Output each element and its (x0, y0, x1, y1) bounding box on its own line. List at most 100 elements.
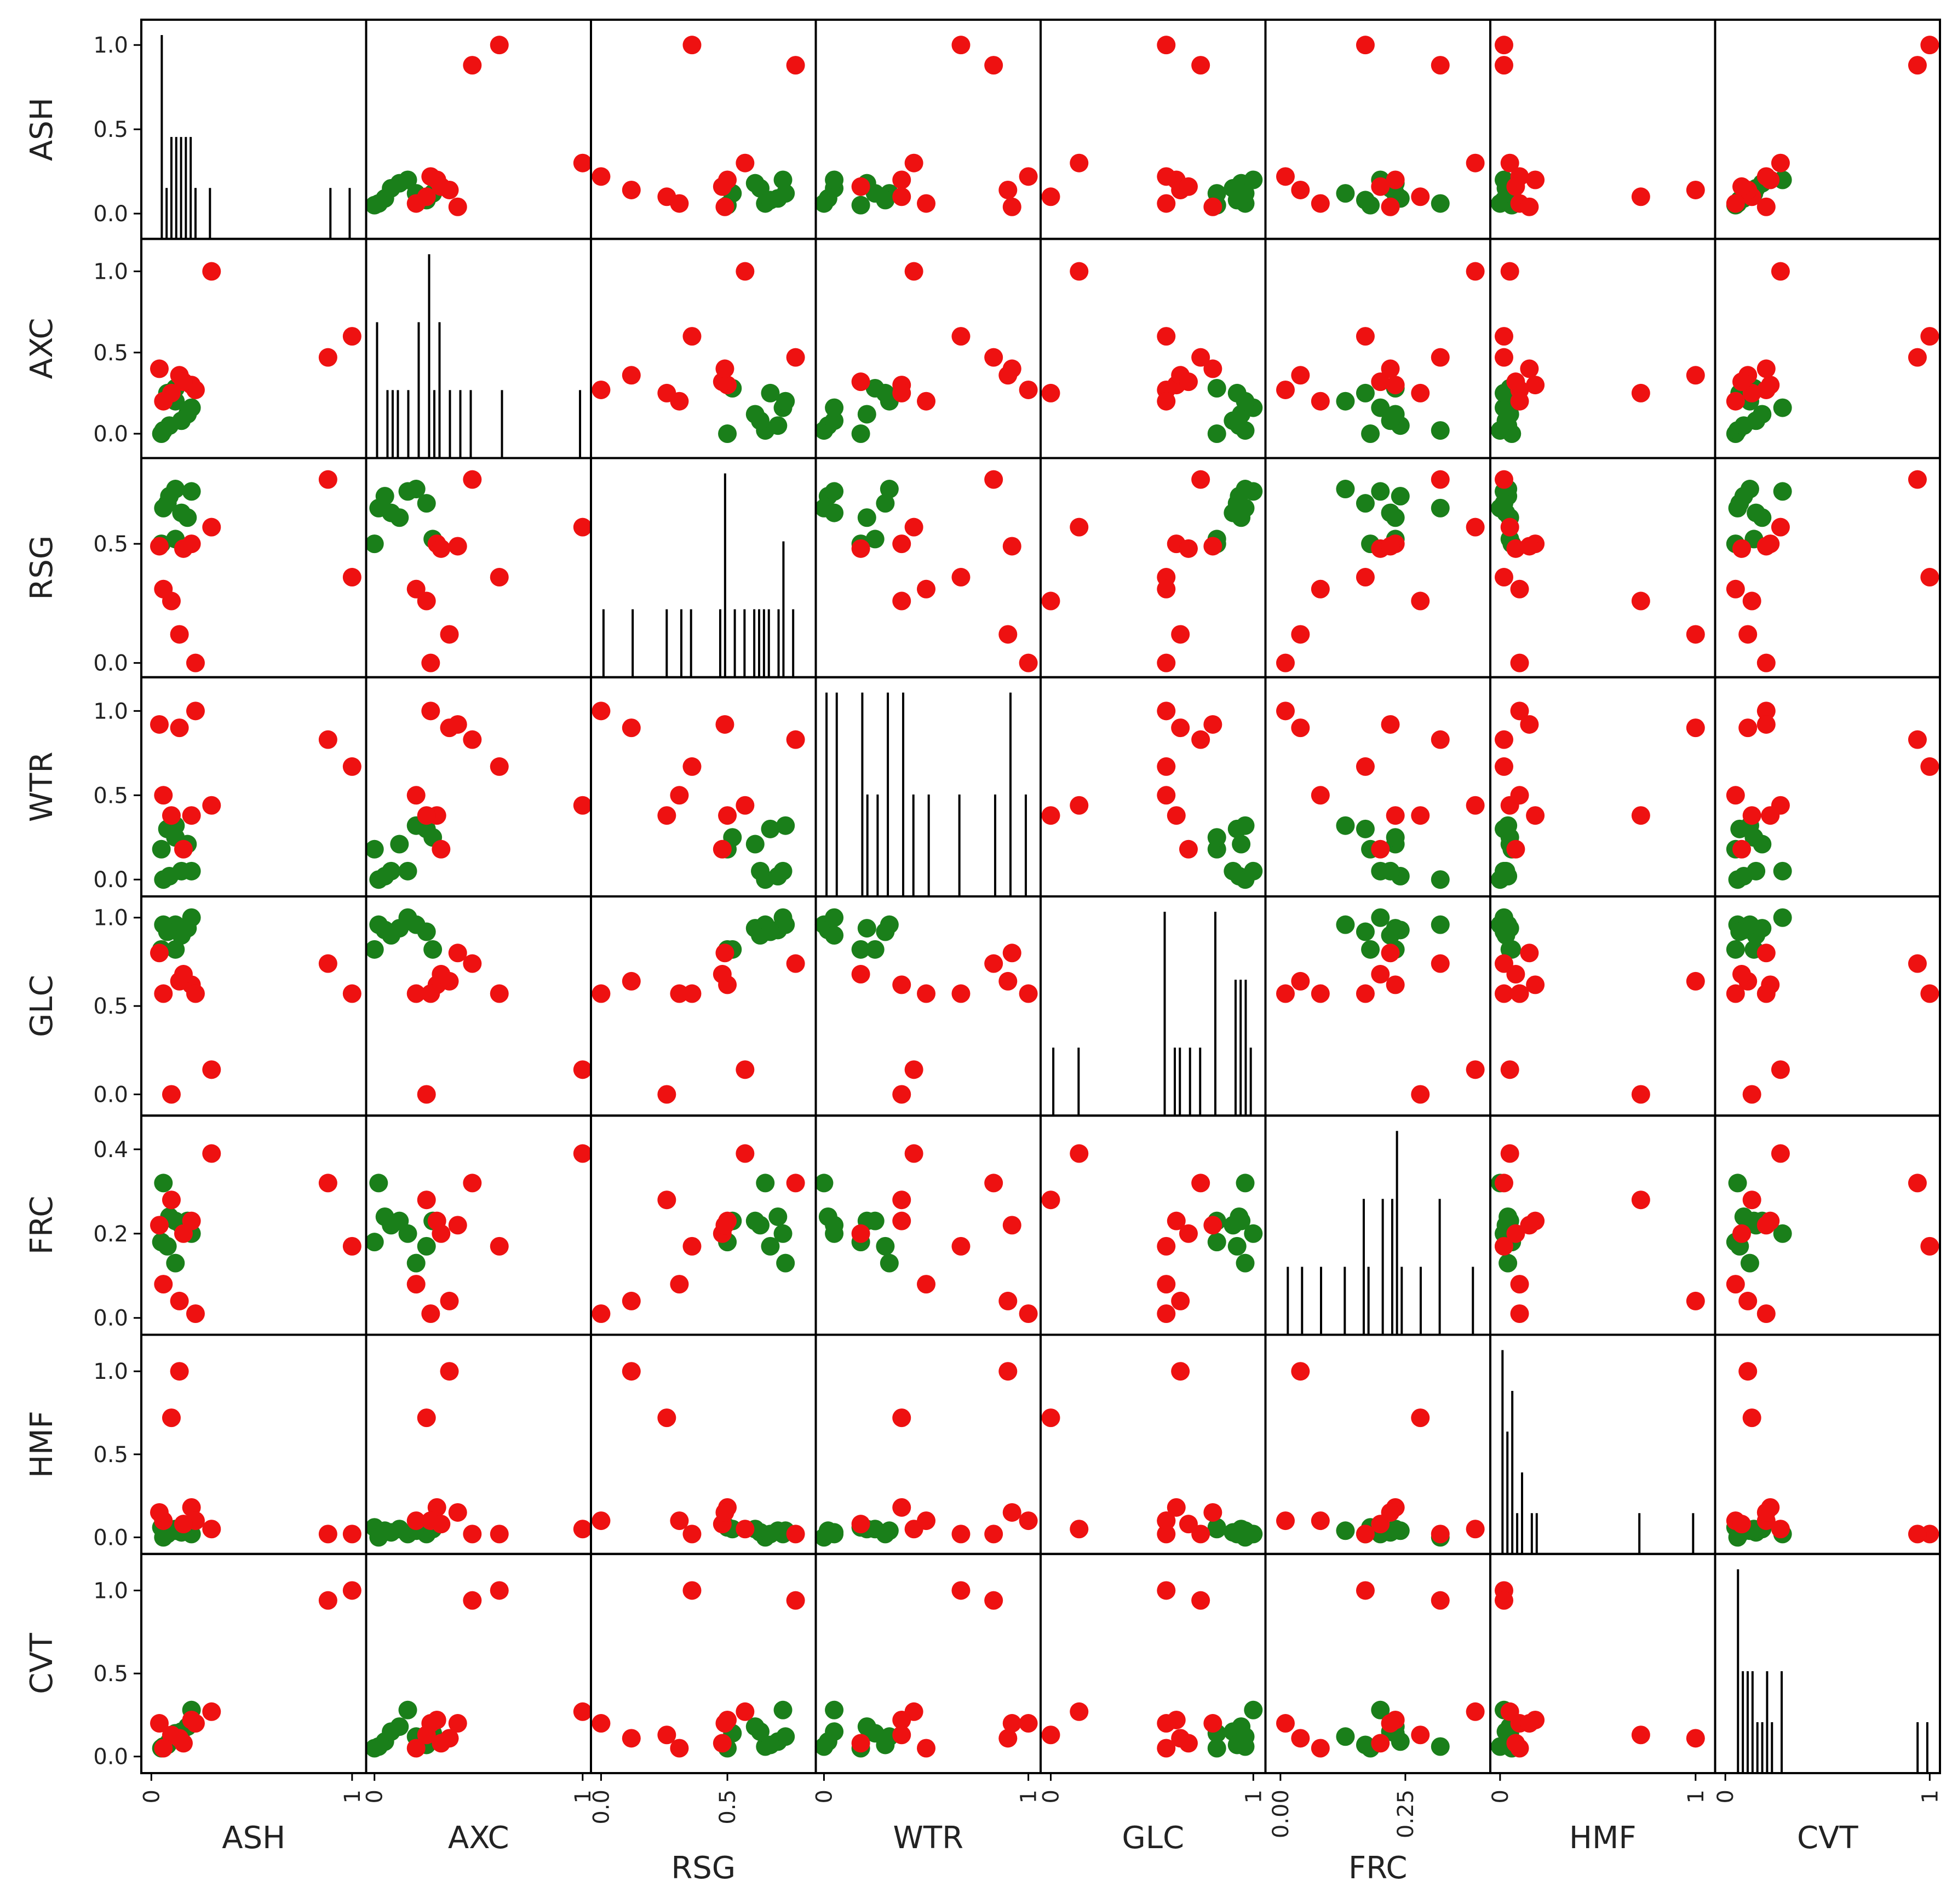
point-RSG-ASH-16 (154, 579, 173, 599)
point-FRC-ASH-6 (166, 1253, 185, 1273)
point-RSG-GLC-14 (1041, 591, 1060, 611)
point-ASH-FRC-17 (1371, 177, 1390, 196)
point-FRC-CVT-18 (1756, 1216, 1776, 1235)
point-GLC-HMF-12 (1526, 975, 1545, 994)
point-WTR-AXC-16 (406, 786, 426, 805)
point-WTR-ASH-14 (162, 806, 181, 825)
point-GLC-FRC-4 (1386, 919, 1405, 938)
point-FRC-WTR-12 (892, 1211, 911, 1230)
point-ASH-FRC-18 (1381, 197, 1400, 216)
y-tick-label-AXC: 0.0 (93, 422, 128, 447)
point-HMF-FRC-9 (1356, 1525, 1375, 1544)
point-RSG-FRC-10 (1431, 470, 1450, 489)
point-WTR-FRC-12 (1386, 806, 1405, 825)
point-FRC-AXC-7 (417, 1236, 436, 1256)
point-HMF-FRC-16 (1311, 1511, 1330, 1531)
point-GLC-FRC-9 (1356, 984, 1375, 1003)
point-FRC-RSG-2 (768, 1207, 788, 1226)
point-RSG-AXC-4 (390, 508, 409, 527)
point-AXC-WTR-0 (851, 424, 870, 444)
point-FRC-ASH-15 (170, 1291, 189, 1310)
y-axis-label-AXC: AXC (24, 318, 60, 379)
point-CVT-RSG-9 (682, 1581, 702, 1600)
point-AXC-GLC-7 (1227, 383, 1247, 402)
point-RSG-WTR-6 (880, 480, 899, 499)
point-HMF-AXC-15 (440, 1362, 459, 1381)
point-ASH-CVT-11 (1771, 153, 1790, 172)
point-GLC-CVT-17 (1732, 965, 1752, 984)
point-GLC-CVT-5 (1773, 908, 1792, 927)
point-WTR-FRC-16 (1311, 786, 1330, 805)
point-AXC-RSG-6 (776, 392, 795, 411)
point-FRC-RSG-15 (622, 1291, 641, 1310)
point-WTR-AXC-11 (573, 796, 592, 815)
point-AXC-FRC-9 (1356, 327, 1375, 346)
point-WTR-RSG-13 (592, 701, 611, 721)
point-ASH-HMF-9 (1494, 36, 1513, 55)
point-ASH-AXC-5 (398, 170, 417, 189)
point-GLC-ASH-13 (186, 984, 205, 1003)
point-FRC-WTR-8 (865, 1211, 885, 1230)
point-GLC-ASH-8 (166, 940, 185, 959)
point-AXC-RSG-2 (768, 416, 788, 435)
point-WTR-ASH-11 (202, 796, 221, 815)
x-axis-label-AXC: AXC (448, 1820, 509, 1856)
point-ASH-AXC-10 (463, 56, 482, 75)
point-CVT-HMF-15 (1686, 1729, 1705, 1748)
point-WTR-GLC-8 (1207, 828, 1226, 847)
point-RSG-FRC-16 (1311, 579, 1330, 599)
point-CVT-WTR-18 (1002, 1714, 1021, 1733)
point-WTR-HMF-13 (1510, 701, 1529, 721)
point-CVT-GLC-5 (1244, 1700, 1263, 1719)
point-AXC-CVT-11 (1771, 262, 1790, 281)
point-WTR-CVT-14 (1742, 806, 1761, 825)
point-RSG-ASH-15 (170, 625, 189, 644)
point-FRC-HMF-18 (1520, 1216, 1539, 1235)
point-WTR-HMF-5 (1494, 861, 1513, 881)
point-GLC-WTR-9 (951, 984, 971, 1003)
y-tick-label-CVT: 1.0 (93, 1578, 128, 1603)
point-GLC-WTR-0 (851, 940, 870, 959)
point-FRC-HMF-11 (1500, 1144, 1519, 1163)
point-FRC-AXC-17 (432, 1224, 451, 1243)
point-HMF-WTR-12 (892, 1498, 911, 1517)
point-GLC-CVT-16 (1726, 984, 1745, 1003)
point-ASH-GLC-10 (1191, 56, 1210, 75)
point-WTR-RSG-6 (776, 816, 795, 835)
point-HMF-FRC-10 (1431, 1525, 1450, 1544)
point-HMF-GLC-11 (1070, 1520, 1089, 1539)
point-GLC-HMF-9 (1494, 984, 1513, 1003)
point-FRC-GLC-10 (1191, 1174, 1210, 1193)
point-RSG-WTR-14 (892, 591, 911, 611)
point-WTR-CVT-12 (1761, 806, 1780, 825)
point-RSG-FRC-9 (1356, 568, 1375, 587)
point-AXC-GLC-14 (1041, 383, 1060, 402)
point-WTR-RSG-5 (773, 861, 793, 881)
point-RSG-WTR-16 (917, 579, 936, 599)
point-GLC-CVT-10 (1908, 954, 1927, 973)
point-RSG-GLC-13 (1157, 653, 1176, 672)
point-FRC-AXC-9 (490, 1236, 509, 1256)
point-CVT-AXC-4 (390, 1717, 409, 1736)
point-AXC-ASH-5 (182, 398, 201, 417)
point-CVT-GLC-0 (1207, 1739, 1226, 1758)
point-AXC-WTR-3 (825, 411, 844, 430)
point-WTR-GLC-14 (1041, 806, 1060, 825)
point-AXC-RSG-11 (736, 262, 755, 281)
point-FRC-AXC-16 (406, 1275, 426, 1294)
point-AXC-WTR-11 (904, 262, 923, 281)
point-GLC-RSG-17 (713, 965, 732, 984)
point-RSG-CVT-7 (1730, 494, 1749, 513)
point-GLC-ASH-14 (162, 1085, 181, 1104)
point-CVT-RSG-13 (592, 1714, 611, 1733)
y-tick-label-ASH: 0.5 (93, 117, 128, 142)
point-AXC-HMF-11 (1500, 262, 1519, 281)
y-tick-label-RSG: 0.5 (93, 532, 128, 557)
point-AXC-FRC-16 (1311, 392, 1330, 411)
point-CVT-AXC-18 (448, 1714, 467, 1733)
point-CVT-GLC-9 (1157, 1581, 1176, 1600)
point-ASH-FRC-6 (1336, 184, 1355, 203)
point-RSG-HMF-14 (1631, 591, 1650, 611)
point-FRC-WTR-14 (892, 1190, 911, 1210)
point-AXC-WTR-9 (951, 327, 971, 346)
